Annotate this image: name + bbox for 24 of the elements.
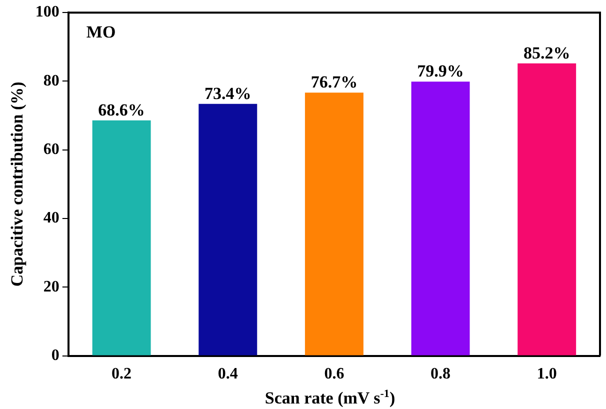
y-tick-label: 20 [43,278,60,296]
bar [92,120,151,356]
bar [411,82,470,356]
y-tick-label: 100 [35,4,60,21]
x-tick-label: 1.0 [536,366,557,383]
y-tick-label: 40 [43,210,60,227]
y-tick-label: 80 [43,72,60,90]
data-label: 68.6% [98,100,145,120]
data-label: 85.2% [523,43,570,62]
data-label: 73.4% [204,84,252,103]
x-tick-label: 0.8 [430,366,451,383]
y-tick-label: 60 [43,141,60,158]
y-axis-title: Capacitive contribution (%) [8,82,27,287]
x-tick-label: 0.6 [324,366,344,383]
annotation: MO [86,22,116,42]
bar [198,104,258,356]
bar [518,63,576,356]
x-tick-label: 0.4 [218,366,238,383]
x-tick-label: 0.2 [112,366,132,383]
bar [304,92,364,356]
data-label: 79.9% [417,61,464,80]
x-axis-title: Scan rate (mV s$^{-1}$) [264,387,396,409]
data-label: 76.7% [310,72,358,92]
y-tick-label: 0 [51,346,60,364]
